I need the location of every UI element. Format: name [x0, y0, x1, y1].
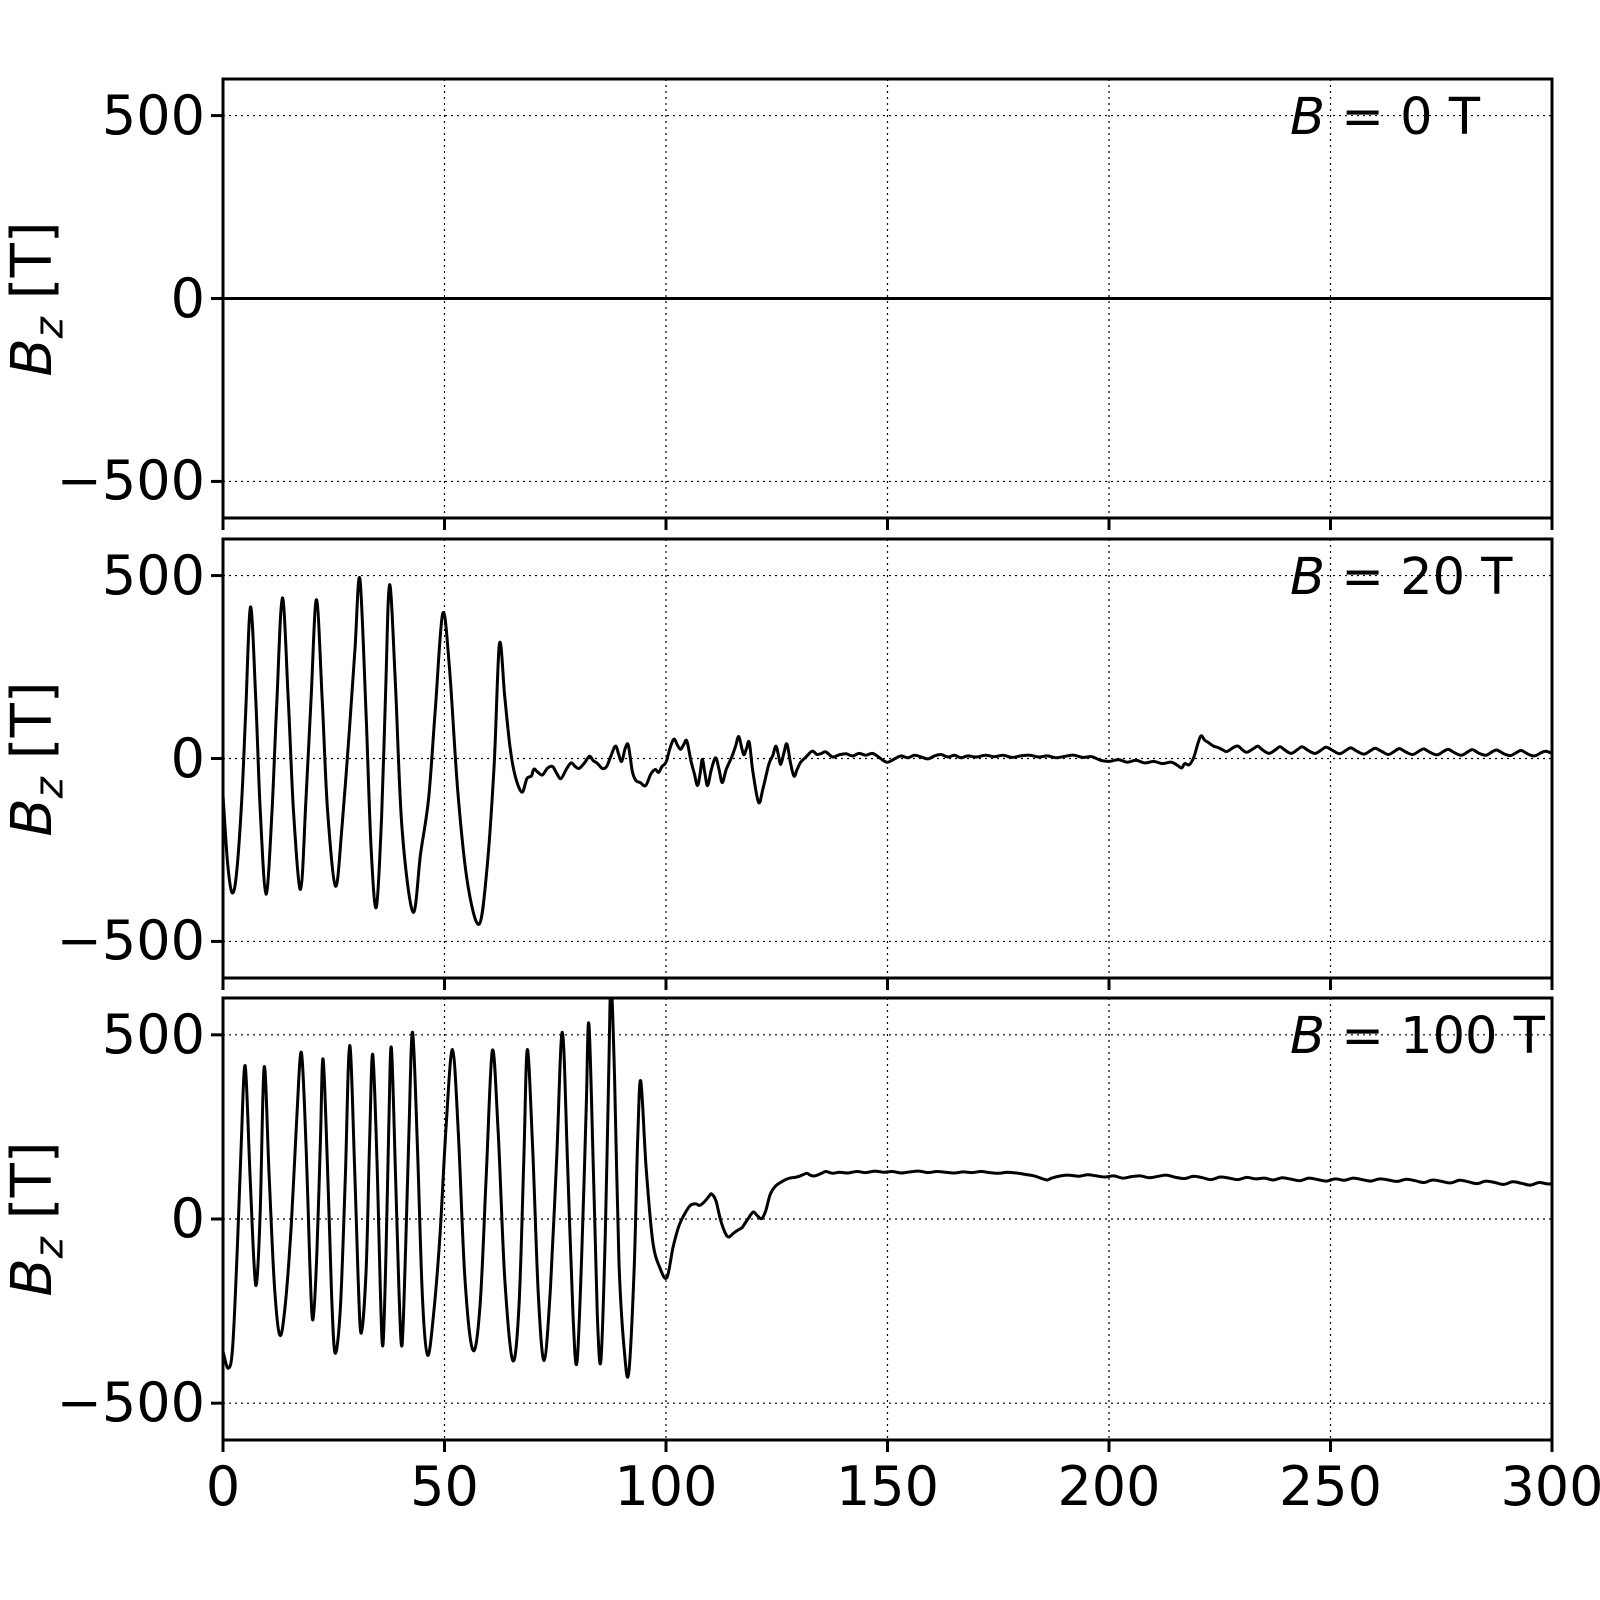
y-tick-label: −500 — [56, 449, 205, 513]
x-tick-label: 100 — [614, 1455, 718, 1518]
y-axis-label: Bz [T] — [0, 49, 73, 549]
x-tick-label: 300 — [1500, 1455, 1600, 1518]
annotation-value: = 0 T — [1325, 88, 1480, 147]
y-axis-label: Bz [T] — [0, 509, 73, 1009]
y-axis-label-symbol: B — [0, 1258, 65, 1297]
y-axis-label-symbol: B — [0, 337, 65, 377]
annotation-symbol: B — [1290, 88, 1325, 147]
y-axis-label-subscript: z — [25, 776, 73, 798]
y-tick-label: 500 — [101, 1002, 205, 1066]
data-line-panel-2 — [223, 576, 1552, 926]
annotation-symbol: B — [1290, 548, 1325, 607]
y-axis-label-symbol: B — [0, 797, 65, 837]
y-tick-label: −500 — [56, 909, 205, 973]
annotation-symbol: B — [1290, 1007, 1325, 1066]
y-tick-label: 0 — [170, 726, 205, 790]
panel-annotation: B = 20 T — [1290, 543, 1512, 613]
panel-annotation: B = 0 T — [1290, 83, 1480, 153]
annotation-value: = 100 T — [1325, 1007, 1545, 1066]
x-tick-label: 150 — [835, 1455, 940, 1518]
x-tick-label: 50 — [410, 1455, 479, 1518]
y-tick-label: −500 — [56, 1371, 205, 1435]
y-axis-label: Bz [T] — [0, 969, 73, 1469]
y-axis-label-unit: [T] — [0, 680, 65, 777]
y-axis-label-unit: [T] — [0, 220, 65, 317]
y-axis-label-unit: [T] — [0, 1141, 65, 1238]
y-axis-label-subscript: z — [25, 316, 73, 338]
x-tick-label: 200 — [1057, 1455, 1161, 1518]
panel-annotation: B = 100 T — [1290, 1002, 1545, 1072]
y-axis-label-subscript: z — [25, 1237, 73, 1259]
annotation-value: = 20 T — [1325, 548, 1513, 607]
y-tick-label: 0 — [170, 266, 205, 330]
x-tick-label: 0 — [205, 1455, 241, 1518]
y-tick-label: 500 — [101, 543, 205, 607]
x-tick-label: 250 — [1278, 1455, 1383, 1518]
y-tick-label: 0 — [170, 1187, 205, 1250]
data-line-panel-3 — [223, 998, 1552, 1379]
y-tick-label: 500 — [101, 83, 205, 147]
